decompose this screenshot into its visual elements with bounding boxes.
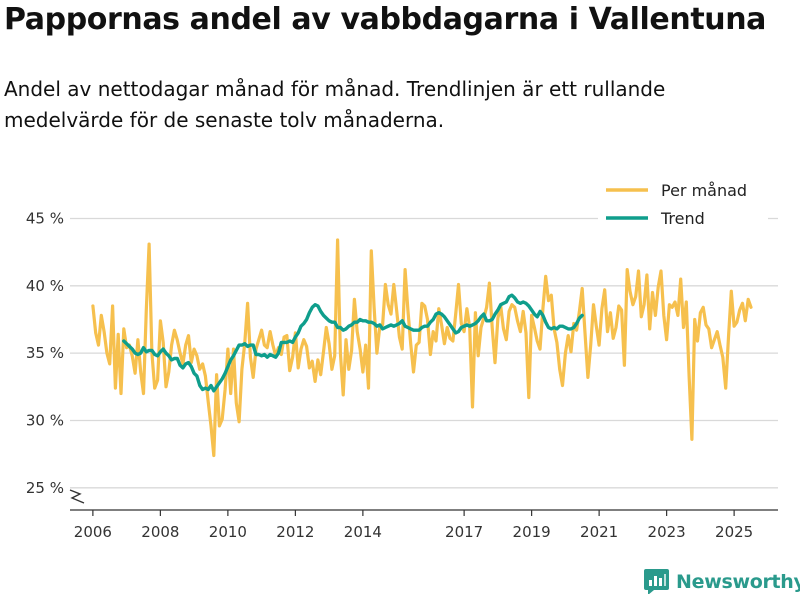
x-tick-label-2010: 2010 xyxy=(209,523,247,541)
legend-label-0: Per månad xyxy=(661,181,747,200)
series-lines xyxy=(91,238,753,458)
x-axis: 2006 2008 2010 2012 2014 2017 2019 2021 2023 2025 xyxy=(70,509,778,541)
y-tick-label-35: 35 % xyxy=(26,344,64,362)
x-tick-label-2025: 2025 xyxy=(715,523,753,541)
x-tick-label-2012: 2012 xyxy=(276,523,314,541)
x-tick-label-2008: 2008 xyxy=(141,523,179,541)
x-tick-label-2017: 2017 xyxy=(445,523,483,541)
x-tick-label-2006: 2006 xyxy=(74,523,112,541)
y-tick-label-30: 30 % xyxy=(26,411,64,429)
legend-box xyxy=(598,177,768,229)
y-axis-labels: 25 % 30 % 35 % 40 % 45 % xyxy=(26,209,85,504)
axis-break-mark xyxy=(69,489,85,504)
x-tick-label-2019: 2019 xyxy=(513,523,551,541)
gridlines xyxy=(70,217,778,489)
chart-subtitle: Andel av nettodagar månad för månad. Tre… xyxy=(4,77,666,132)
y-tick-label-25: 25 % xyxy=(26,479,64,497)
chart-title: Pappornas andel av vabbdagarna i Vallent… xyxy=(4,2,767,37)
newsworthy-logo-icon xyxy=(644,569,669,594)
series-line-trend xyxy=(122,293,584,393)
y-tick-label-45: 45 % xyxy=(26,209,64,227)
series-line-per-manad xyxy=(91,238,753,458)
x-tick-label-2014: 2014 xyxy=(344,523,382,541)
y-tick-label-40: 40 % xyxy=(26,277,64,295)
newsworthy-brand[interactable]: Newsworthy xyxy=(644,569,800,594)
brand-name: Newsworthy xyxy=(676,570,800,593)
x-tick-label-2021: 2021 xyxy=(580,523,618,541)
legend-label-1: Trend xyxy=(660,209,705,228)
legend: Per månad Trend xyxy=(598,177,768,229)
x-tick-label-2023: 2023 xyxy=(648,523,686,541)
